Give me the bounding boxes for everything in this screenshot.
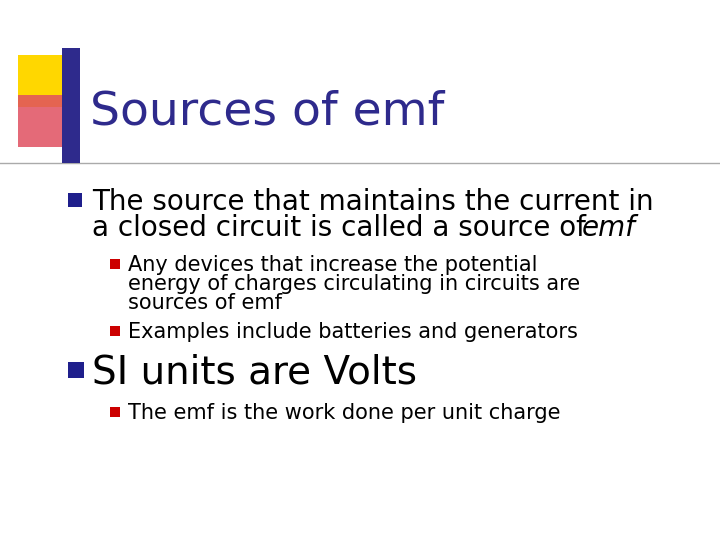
Text: energy of charges circulating in circuits are: energy of charges circulating in circuit… [128, 274, 580, 294]
Bar [68, 193, 82, 207]
Text: emf: emf [582, 214, 636, 242]
Text: SI units are Volts: SI units are Volts [92, 353, 417, 391]
Text: Sources of emf: Sources of emf [90, 90, 444, 134]
Text: sources of emf: sources of emf [128, 293, 282, 313]
Text: Examples include batteries and generators: Examples include batteries and generator… [128, 322, 578, 342]
Bar [18, 95, 66, 147]
Bar [110, 407, 120, 417]
Text: The emf is the work done per unit charge: The emf is the work done per unit charge [128, 403, 560, 423]
Bar [18, 55, 70, 107]
Bar [62, 48, 80, 163]
Text: Any devices that increase the potential: Any devices that increase the potential [128, 255, 538, 275]
Text: The source that maintains the current in: The source that maintains the current in [92, 188, 654, 216]
Bar [110, 259, 120, 269]
Text: a closed circuit is called a source of: a closed circuit is called a source of [92, 214, 595, 242]
Bar [68, 362, 84, 378]
Bar [110, 326, 120, 336]
